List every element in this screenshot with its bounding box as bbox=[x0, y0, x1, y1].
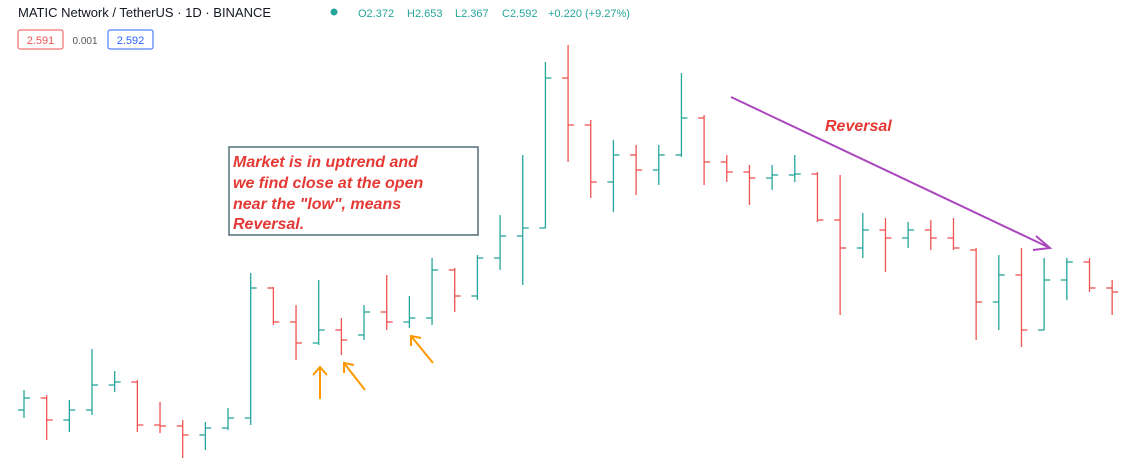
ohlc-low: L2.367 bbox=[455, 8, 489, 20]
status-dot bbox=[330, 8, 338, 16]
note-box bbox=[228, 146, 479, 236]
reversal-arrow bbox=[730, 96, 1051, 249]
spread: 0.001 bbox=[72, 36, 97, 47]
note-line: we find close at the open bbox=[233, 175, 423, 192]
orange-arrows bbox=[312, 334, 434, 399]
note-line: near the "low", means bbox=[233, 196, 401, 213]
note-line: Market is in uptrend and bbox=[233, 154, 419, 171]
bars bbox=[18, 45, 1119, 458]
sell-price: 2.591 bbox=[27, 35, 55, 47]
ohlc-close: C2.592 bbox=[502, 8, 537, 20]
symbol-title: MATIC Network / TetherUS · 1D · BINANCE bbox=[18, 5, 271, 20]
sell-box[interactable] bbox=[17, 29, 64, 50]
ohlc-open: O2.372 bbox=[358, 8, 394, 20]
ohlc-high: H2.653 bbox=[407, 8, 442, 20]
reversal-label: Reversal bbox=[825, 118, 892, 135]
reversal-arrowhead bbox=[1032, 235, 1053, 251]
buy-price: 2.592 bbox=[117, 35, 145, 47]
note-line: Reversal. bbox=[233, 216, 304, 233]
ohlc-change: +0.220 (+9.27%) bbox=[548, 8, 630, 20]
buy-box[interactable] bbox=[107, 29, 154, 50]
